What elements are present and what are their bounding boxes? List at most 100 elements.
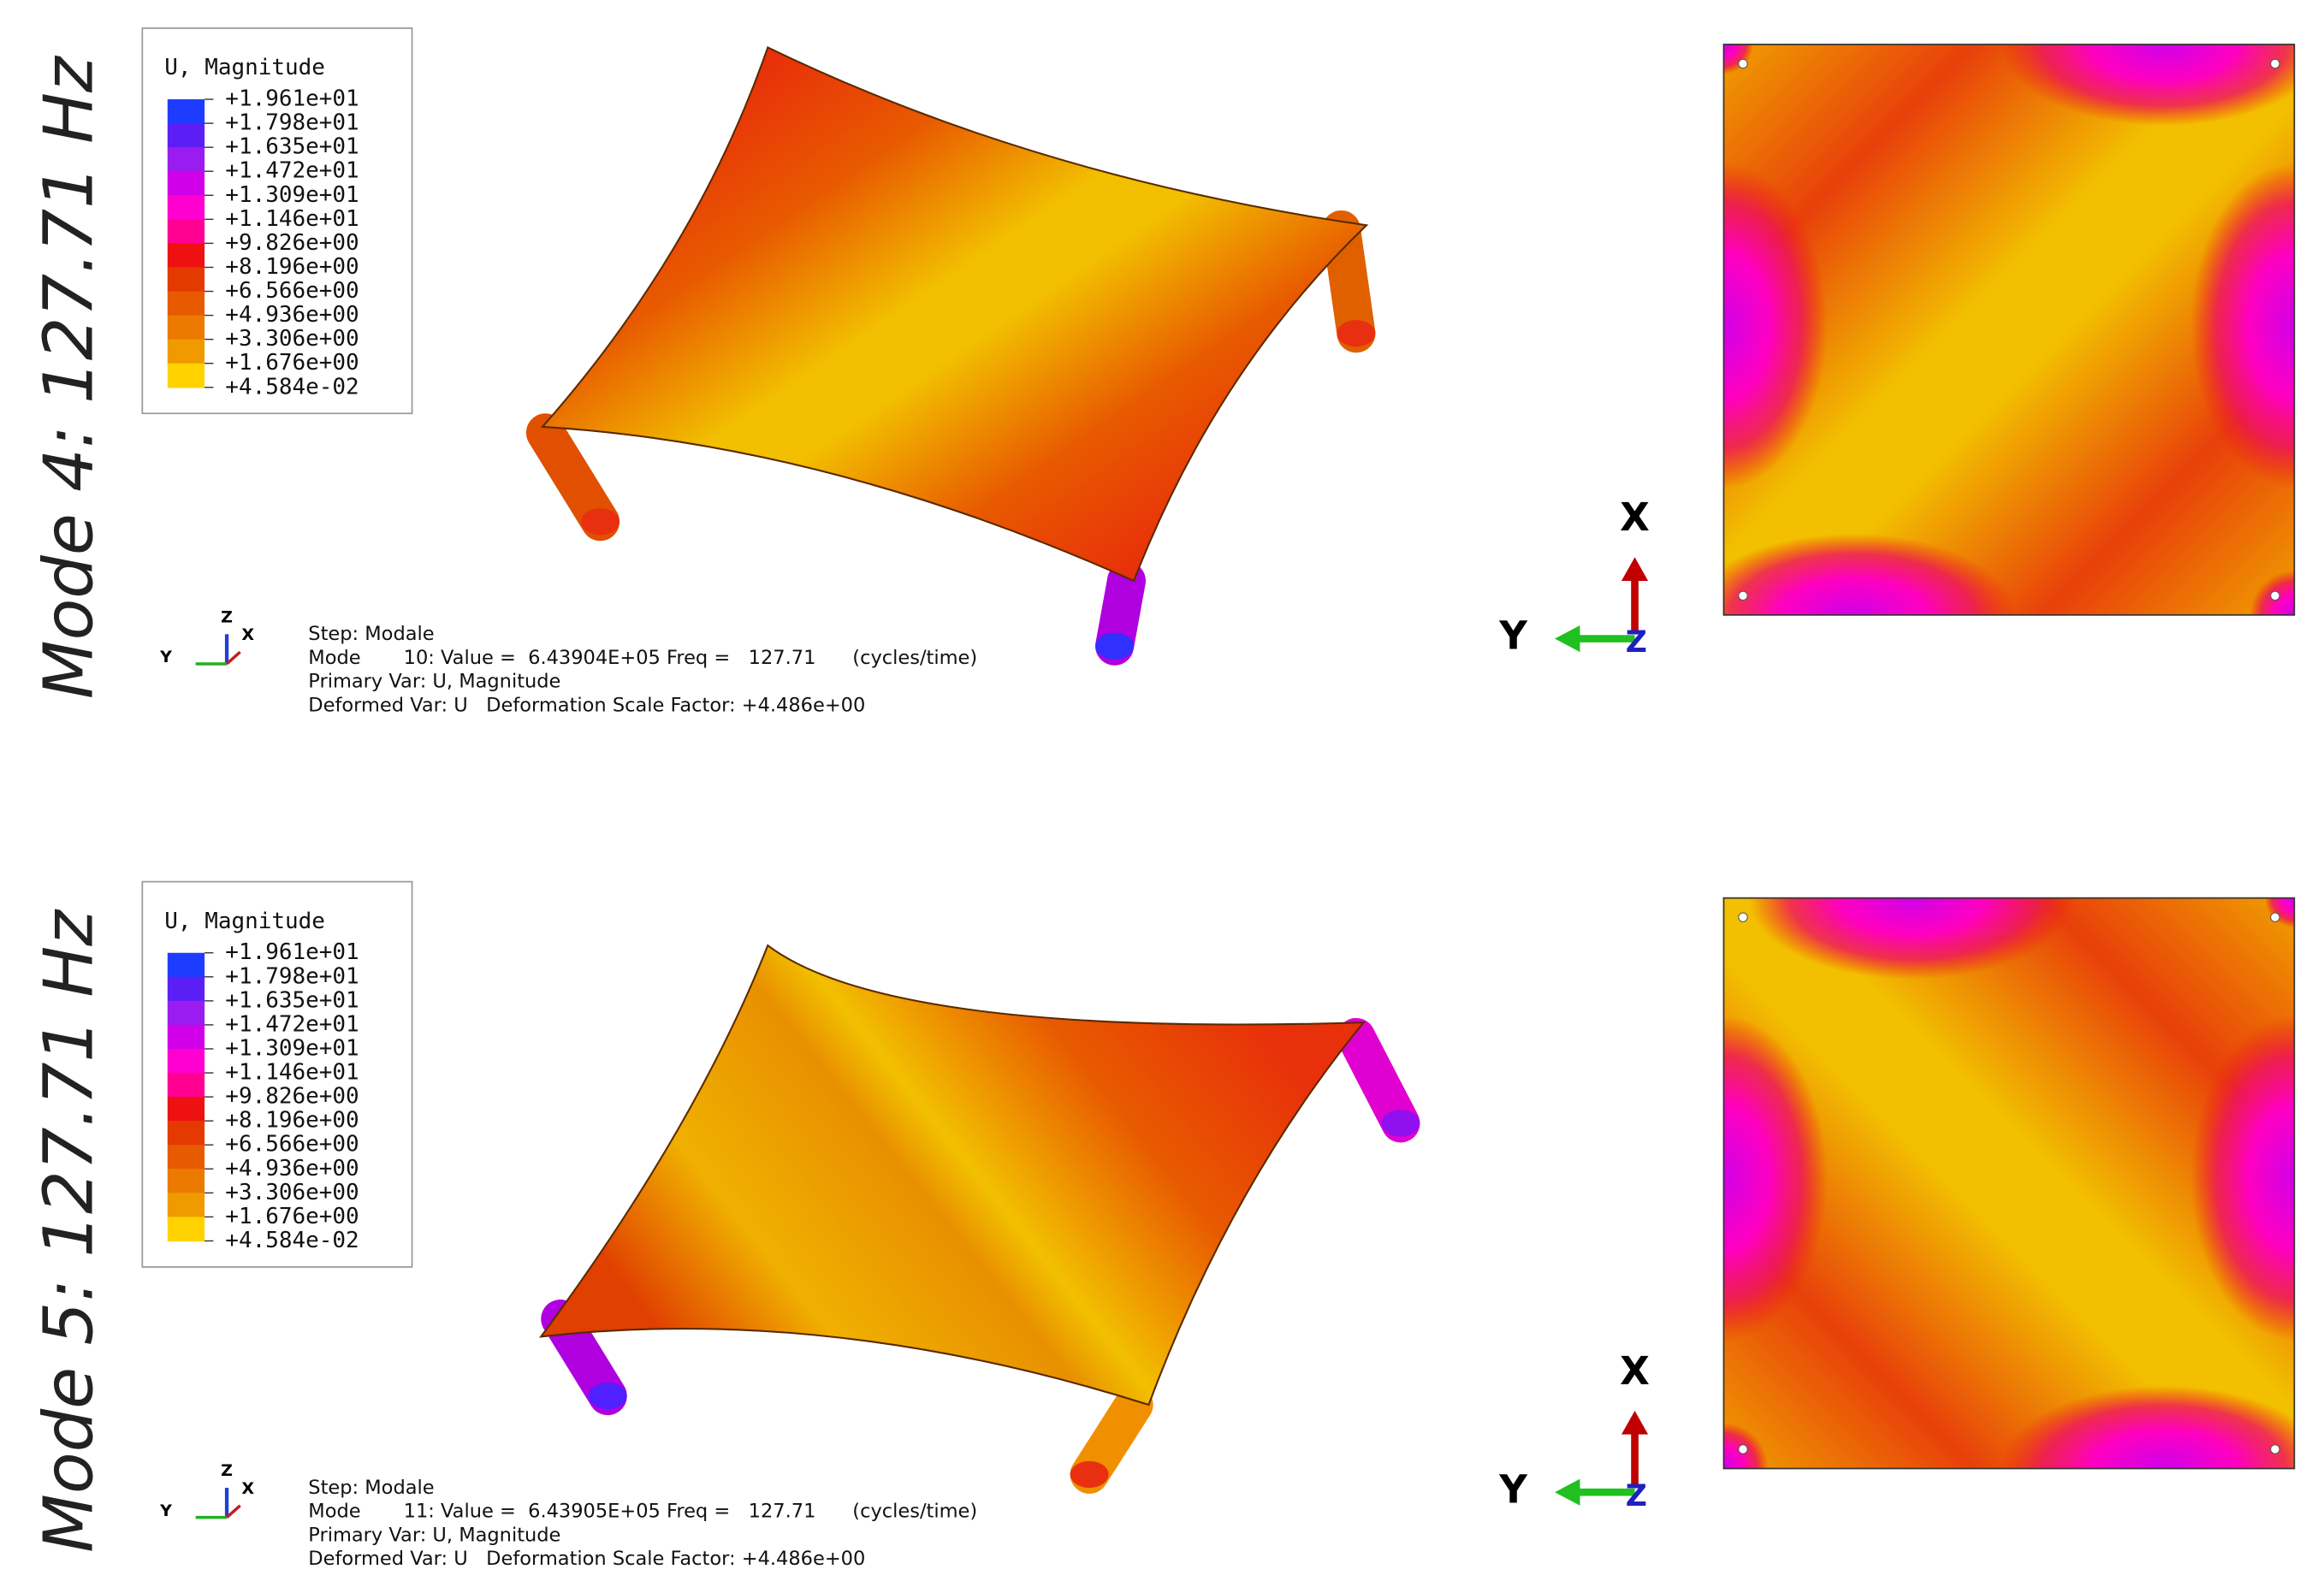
- triad-label: Y: [159, 648, 172, 666]
- legend-label: +1.635e+01: [225, 134, 359, 160]
- legend-swatch: [167, 123, 205, 148]
- support-foot: [581, 508, 620, 536]
- legend-swatch: [167, 219, 205, 245]
- view-label: Z: [1626, 1479, 1647, 1513]
- legend-label: +1.676e+00: [225, 1204, 359, 1229]
- top-view-border: [1722, 44, 2296, 616]
- legend-label: +1.309e+01: [225, 1035, 359, 1061]
- triad-label: Y: [159, 1501, 172, 1520]
- legend-swatch: [167, 147, 205, 172]
- legend-label: +1.146e+01: [225, 1060, 359, 1086]
- legend-label: +1.635e+01: [225, 987, 359, 1013]
- legend-label: +1.676e+00: [225, 350, 359, 376]
- triad-label: Z: [221, 1461, 233, 1480]
- legend-label: +1.798e+01: [225, 963, 359, 989]
- bolt-hole: [2270, 1444, 2280, 1454]
- view-label: Y: [1498, 1466, 1528, 1512]
- view-label: Z: [1626, 625, 1647, 660]
- panel: Mode 4: 127.71 Hz U, Magnitude+1.961e+01+…: [28, 27, 2296, 716]
- support-leg: [525, 413, 620, 542]
- legend-title: U, Magnitude: [164, 55, 325, 80]
- legend-swatch: [167, 1145, 205, 1170]
- legend-label: +1.146e+01: [225, 206, 359, 232]
- bolt-hole: [1738, 590, 1748, 601]
- bolt-hole: [2270, 58, 2280, 69]
- step-info: Step: Modale: [308, 623, 434, 645]
- plate: [540, 45, 1369, 583]
- legend-swatch: [167, 339, 205, 364]
- triad-label: Z: [221, 607, 233, 626]
- support-foot: [1381, 1110, 1420, 1137]
- triad-label: X: [241, 625, 254, 644]
- legend-swatch: [167, 99, 205, 124]
- panel: Mode 5: 127.71 Hz U, Magnitude+1.961e+01+…: [28, 880, 2296, 1570]
- legend-label: +1.472e+01: [225, 1011, 359, 1037]
- contour-blob: [2264, 897, 2295, 928]
- step-info: Mode 10: Value = 6.43904E+05 Freq = 127.…: [308, 647, 977, 669]
- step-info: Deformed Var: U Deformation Scale Factor…: [308, 694, 865, 716]
- legend-label: +3.306e+00: [225, 326, 359, 352]
- legend-label: +1.961e+01: [225, 86, 359, 112]
- legend-label: +1.309e+01: [225, 182, 359, 208]
- view-arrow-x: [1621, 557, 1649, 581]
- legend-swatch: [167, 195, 205, 221]
- legend-swatch: [167, 1000, 205, 1026]
- triad-axis: [225, 650, 241, 666]
- legend-label: +1.961e+01: [225, 939, 359, 965]
- legend-label: +9.826e+00: [225, 230, 359, 256]
- plate: [538, 944, 1366, 1406]
- legend-swatch: [167, 1217, 205, 1242]
- triad-label: X: [241, 1479, 254, 1498]
- step-info: Mode 11: Value = 6.43905E+05 Freq = 127.…: [308, 1501, 977, 1523]
- legend-label: +4.584e-02: [225, 1228, 359, 1253]
- legend-label: +4.936e+00: [225, 302, 359, 328]
- legend-swatch: [167, 1121, 205, 1146]
- contour-blob: [2001, 1385, 2295, 1469]
- legend-swatch: [167, 1097, 205, 1122]
- view-label: X: [1620, 494, 1650, 540]
- step-info: Primary Var: U, Magnitude: [308, 1524, 560, 1546]
- legend-swatch: [167, 267, 205, 293]
- contour-blob: [1723, 163, 1828, 489]
- legend-title: U, Magnitude: [164, 909, 325, 934]
- support-foot: [1070, 1460, 1109, 1489]
- legend-label: +6.566e+00: [225, 278, 359, 304]
- contour-blob: [2001, 44, 2295, 127]
- legend-swatch: [167, 1169, 205, 1194]
- contour-blob: [2191, 163, 2295, 489]
- view-arrow-y: [1555, 1478, 1580, 1506]
- step-info: Primary Var: U, Magnitude: [308, 671, 560, 693]
- bolt-hole: [1738, 912, 1748, 922]
- bolt-hole: [1738, 58, 1748, 69]
- contours: [1723, 44, 2295, 615]
- legend-label: +8.196e+00: [225, 254, 359, 280]
- contours: [1723, 897, 2295, 1469]
- contour-blob: [1723, 44, 1754, 74]
- contour-blob: [1723, 1015, 1828, 1341]
- legend-label: +4.936e+00: [225, 1156, 359, 1181]
- legend-swatch: [167, 952, 205, 978]
- contour-blob: [2191, 1015, 2295, 1341]
- legend-label: +3.306e+00: [225, 1180, 359, 1205]
- legend-label: +4.584e-02: [225, 374, 359, 400]
- legend-swatch: [167, 976, 205, 1002]
- bolt-hole: [2270, 590, 2280, 601]
- legend-label: +9.826e+00: [225, 1084, 359, 1110]
- step-info: Step: Modale: [308, 1477, 434, 1499]
- legend-label: +6.566e+00: [225, 1132, 359, 1158]
- bolt-hole: [1738, 1444, 1748, 1454]
- legend-swatch: [167, 1048, 205, 1074]
- step-info: Deformed Var: U Deformation Scale Factor…: [308, 1548, 865, 1570]
- view-label: Y: [1498, 613, 1528, 659]
- legend-swatch: [167, 1073, 205, 1098]
- legend-label: +8.196e+00: [225, 1108, 359, 1134]
- legend-swatch: [167, 1024, 205, 1050]
- view-label: X: [1620, 1348, 1650, 1394]
- legend-label: +1.472e+01: [225, 158, 359, 184]
- legend-label: +1.798e+01: [225, 110, 359, 136]
- contour-blob: [1748, 897, 2075, 980]
- support-foot: [588, 1383, 627, 1410]
- mode-title: Mode 5: 127.71 Hz: [28, 909, 108, 1553]
- legend-swatch: [167, 1193, 205, 1218]
